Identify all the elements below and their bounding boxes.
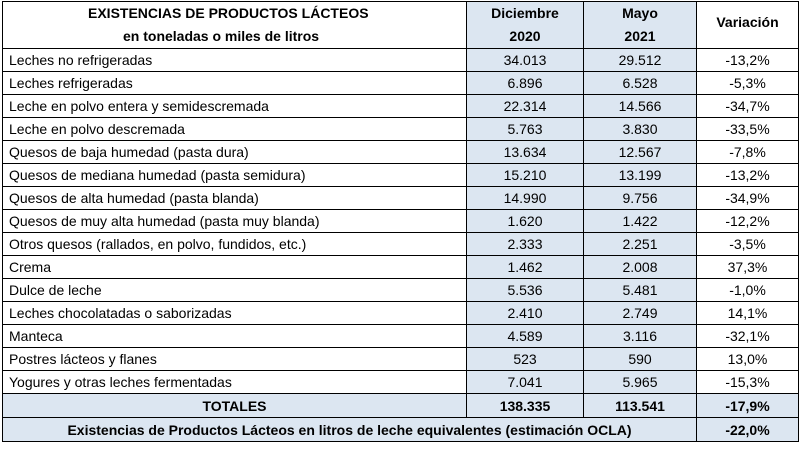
col-may-month: Mayo — [622, 5, 658, 21]
product-name-cell: Leche en polvo entera y semidescremada — [2, 94, 467, 118]
totals-december: 138.335 — [466, 393, 584, 418]
product-name-cell: Otros quesos (rallados, en polvo, fundid… — [2, 232, 467, 256]
table-row: Leche en polvo descremada 5.763 3.830 -33,5… — [2, 117, 799, 141]
product-name-cell: Crema — [2, 255, 467, 279]
variation-cell: -32,1% — [696, 324, 799, 348]
table-row: Crema 1.462 2.008 37,3% — [2, 255, 799, 279]
may-value-cell: 14.566 — [583, 94, 697, 118]
variation-cell: 14,1% — [696, 301, 799, 325]
equivalent-label: Existencias de Productos Lácteos en litr… — [2, 417, 697, 442]
december-value-cell: 34.013 — [466, 48, 584, 72]
december-value-cell: 2.333 — [466, 232, 584, 256]
totals-row: TOTALES 138.335 113.541 -17,9% — [2, 393, 799, 418]
col-header-december: Diciembre 2020 — [466, 1, 584, 49]
variation-cell: 13,0% — [696, 347, 799, 371]
december-value-cell: 5.763 — [466, 117, 584, 141]
table-row: Otros quesos (rallados, en polvo, fundid… — [2, 232, 799, 256]
december-value-cell: 1.462 — [466, 255, 584, 279]
table-row: Quesos de muy alta humedad (pasta muy bl… — [2, 209, 799, 233]
variation-cell: 37,3% — [696, 255, 799, 279]
variation-cell: -12,2% — [696, 209, 799, 233]
variation-cell: -15,3% — [696, 370, 799, 394]
table-row: Postres lácteos y flanes 523 590 13,0% — [2, 347, 799, 371]
product-name-cell: Manteca — [2, 324, 467, 348]
december-value-cell: 7.041 — [466, 370, 584, 394]
may-value-cell: 12.567 — [583, 140, 697, 164]
variation-cell: -34,7% — [696, 94, 799, 118]
december-value-cell: 22.314 — [466, 94, 584, 118]
variation-cell: -13,2% — [696, 48, 799, 72]
table-row: Quesos de mediana humedad (pasta semidur… — [2, 163, 799, 187]
variation-cell: -34,9% — [696, 186, 799, 210]
product-name-cell: Leches no refrigeradas — [2, 48, 467, 72]
december-value-cell: 2.410 — [466, 301, 584, 325]
variation-cell: -7,8% — [696, 140, 799, 164]
table-subtitle: en toneladas o miles de litros — [123, 28, 320, 44]
product-name-cell: Yogures y otras leches fermentadas — [2, 370, 467, 394]
may-value-cell: 5.965 — [583, 370, 697, 394]
table-row: Leches refrigeradas 6.896 6.528 -5,3% — [2, 71, 799, 95]
table-row: Leches chocolatadas o saborizadas 2.410 2.… — [2, 301, 799, 325]
may-value-cell: 1.422 — [583, 209, 697, 233]
may-value-cell: 3.116 — [583, 324, 697, 348]
totals-may: 113.541 — [583, 393, 697, 418]
totals-label: TOTALES — [2, 393, 467, 418]
col-december-month: Diciembre — [491, 5, 559, 21]
variation-cell: -1,0% — [696, 278, 799, 302]
table-row: Quesos de alta humedad (pasta blanda) 14.… — [2, 186, 799, 210]
table-title: EXISTENCIAS DE PRODUCTOS LÁCTEOS — [88, 5, 369, 21]
table-row: Yogures y otras leches fermentadas 7.041 5… — [2, 370, 799, 394]
may-value-cell: 590 — [583, 347, 697, 371]
may-value-cell: 2.008 — [583, 255, 697, 279]
december-value-cell: 6.896 — [466, 71, 584, 95]
product-name-cell: Quesos de baja humedad (pasta dura) — [2, 140, 467, 164]
may-value-cell: 2.749 — [583, 301, 697, 325]
equivalent-variation: -22,0% — [696, 417, 799, 442]
variation-cell: -13,2% — [696, 163, 799, 187]
may-value-cell: 13.199 — [583, 163, 697, 187]
may-value-cell: 6.528 — [583, 71, 697, 95]
may-value-cell: 29.512 — [583, 48, 697, 72]
product-name-cell: Leches chocolatadas o saborizadas — [2, 301, 467, 325]
table-row: Dulce de leche 5.536 5.481 -1,0% — [2, 278, 799, 302]
december-value-cell: 1.620 — [466, 209, 584, 233]
product-name-cell: Quesos de alta humedad (pasta blanda) — [2, 186, 467, 210]
december-value-cell: 15.210 — [466, 163, 584, 187]
col-header-variation: Variación — [696, 1, 799, 49]
variation-cell: -3,5% — [696, 232, 799, 256]
col-variation-label: Variación — [716, 14, 779, 30]
may-value-cell: 3.830 — [583, 117, 697, 141]
totals-variation: -17,9% — [696, 393, 799, 418]
col-may-year: 2021 — [624, 28, 656, 44]
december-value-cell: 523 — [466, 347, 584, 371]
col-header-may: Mayo 2021 — [583, 1, 697, 49]
may-value-cell: 2.251 — [583, 232, 697, 256]
product-name-cell: Dulce de leche — [2, 278, 467, 302]
table-row: Leches no refrigeradas 34.013 29.512 -13,2% — [2, 48, 799, 72]
header-row: EXISTENCIAS DE PRODUCTOS LÁCTEOS en tone… — [2, 1, 799, 49]
title-cell: EXISTENCIAS DE PRODUCTOS LÁCTEOS en tone… — [2, 1, 467, 49]
equivalent-row: Existencias de Productos Lácteos en litr… — [2, 417, 799, 442]
december-value-cell: 5.536 — [466, 278, 584, 302]
december-value-cell: 13.634 — [466, 140, 584, 164]
product-name-cell: Leches refrigeradas — [2, 71, 467, 95]
product-name-cell: Postres lácteos y flanes — [2, 347, 467, 371]
may-value-cell: 5.481 — [583, 278, 697, 302]
december-value-cell: 14.990 — [466, 186, 584, 210]
variation-cell: -33,5% — [696, 117, 799, 141]
variation-cell: -5,3% — [696, 71, 799, 95]
product-name-cell: Quesos de mediana humedad (pasta semidur… — [2, 163, 467, 187]
dairy-stocks-table: EXISTENCIAS DE PRODUCTOS LÁCTEOS en tone… — [2, 1, 799, 442]
may-value-cell: 9.756 — [583, 186, 697, 210]
table-row: Leche en polvo entera y semidescremada 22… — [2, 94, 799, 118]
table-row: Manteca 4.589 3.116 -32,1% — [2, 324, 799, 348]
product-name-cell: Quesos de muy alta humedad (pasta muy bl… — [2, 209, 467, 233]
december-value-cell: 4.589 — [466, 324, 584, 348]
col-december-year: 2020 — [509, 28, 541, 44]
table-row: Quesos de baja humedad (pasta dura) 13.63… — [2, 140, 799, 164]
product-name-cell: Leche en polvo descremada — [2, 117, 467, 141]
